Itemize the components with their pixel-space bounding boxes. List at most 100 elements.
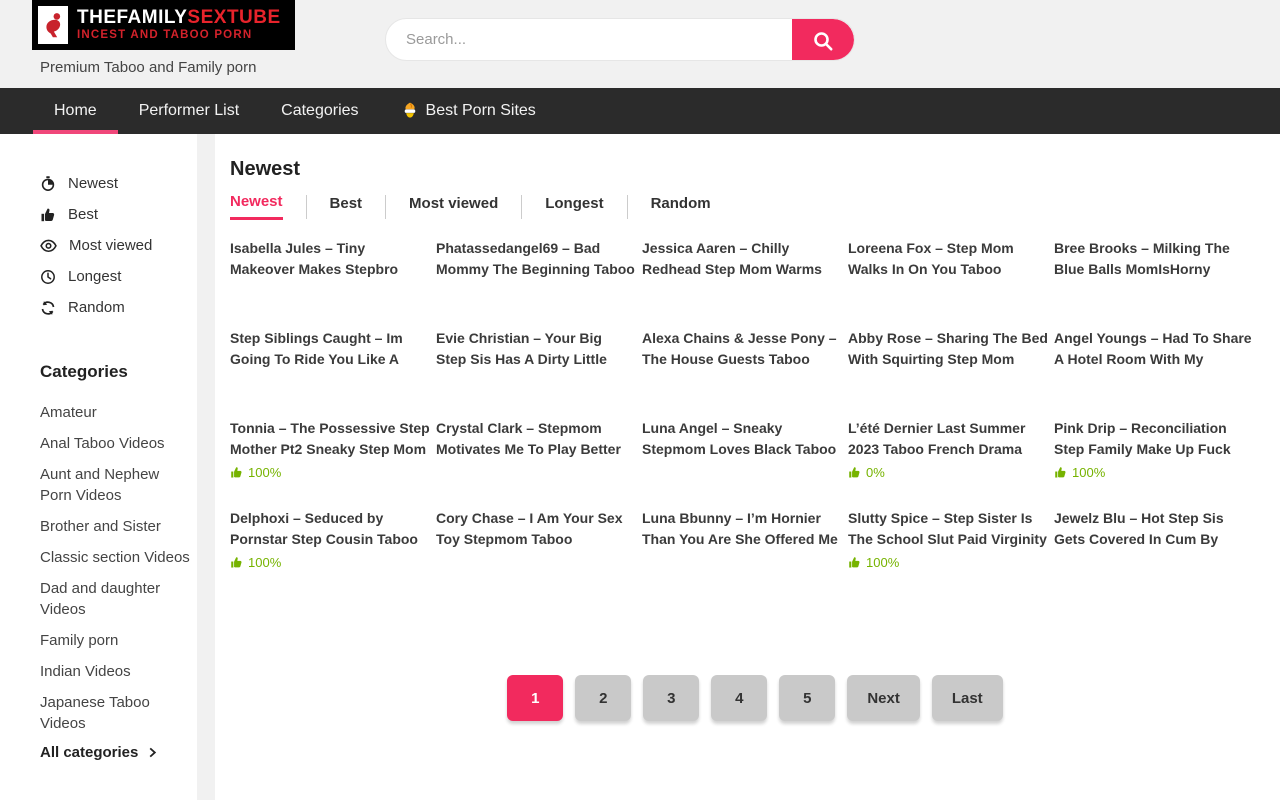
search-button[interactable]: [792, 19, 854, 60]
video-title-link[interactable]: Evie Christian – Your Big Step Sis Has A…: [436, 330, 607, 367]
logo-title: THEFAMILYSEXTUBE: [77, 7, 281, 29]
main-nav: Home Performer List Categories Best Porn Si…: [0, 88, 1280, 134]
video-title-link[interactable]: Angel Youngs – Had To Share A Hotel Room…: [1054, 330, 1252, 367]
video-title-link[interactable]: Luna Bbunny – I’m Hornier Than You Are S…: [642, 510, 838, 547]
video-title-link[interactable]: Slutty Spice – Step Sister Is The School…: [848, 510, 1047, 547]
tab-label: Most viewed: [409, 194, 499, 212]
search-icon: [811, 29, 835, 53]
page-button-4[interactable]: 4: [711, 675, 768, 721]
tab-label: Newest: [230, 193, 283, 220]
video-title-link[interactable]: Step Siblings Caught – Im Going To Ride …: [230, 330, 403, 367]
page-button-3[interactable]: 3: [643, 675, 700, 721]
video-title-link[interactable]: Luna Angel – Sneaky Stepmom Loves Black …: [642, 420, 837, 457]
video-title-link[interactable]: Tonnia – The Possessive Step Mother Pt2 …: [230, 420, 430, 457]
category-link-japanese-taboo-videos[interactable]: Japanese Taboo Videos: [40, 694, 150, 732]
video-title-link[interactable]: L’été Dernier Last Summer 2023 Taboo Fre…: [848, 420, 1026, 457]
category-item: Aunt and Nephew Porn Videos: [40, 464, 197, 506]
newest-icon: [40, 175, 56, 192]
sidebar-sort-link[interactable]: Best: [40, 199, 197, 230]
tab-random[interactable]: Random: [626, 194, 734, 219]
category-link-anal-taboo-videos[interactable]: Anal Taboo Videos: [40, 435, 165, 452]
category-item: Dad and daughter Videos: [40, 578, 197, 620]
nav-item-performer-list[interactable]: Performer List: [118, 88, 260, 134]
sidebar-sort-link[interactable]: Newest: [40, 168, 197, 199]
pagination: 1 2 3 4 5 Next Last: [507, 675, 1003, 721]
video-title-link[interactable]: Bree Brooks – Milking The Blue Balls Mom…: [1054, 240, 1230, 277]
video-title-link[interactable]: Delphoxi – Seduced by Pornstar Step Cous…: [230, 510, 418, 547]
video-title-link[interactable]: Alexa Chains & Jesse Pony – The House Gu…: [642, 330, 837, 367]
video-title-link[interactable]: Abby Rose – Sharing The Bed With Squirti…: [848, 330, 1048, 367]
sidebar-item-most-viewed[interactable]: Most viewed: [40, 230, 197, 261]
sidebar-sort-link[interactable]: Most viewed: [40, 230, 197, 261]
site-tagline: Premium Taboo and Family porn: [40, 59, 257, 76]
category-link-aunt-and-nephew-porn-videos[interactable]: Aunt and Nephew Porn Videos: [40, 466, 160, 504]
video-card: Cory Chase – I Am Your Sex Toy Stepmom T…: [436, 508, 636, 598]
tab-longest[interactable]: Longest: [521, 194, 626, 219]
logo-subtitle: INCEST AND TABOO PORN: [77, 29, 253, 42]
content-area: Newest Best Most viewed Longest Random Categ…: [0, 134, 1280, 800]
category-item: Japanese Taboo Videos: [40, 692, 197, 734]
category-link-family-porn[interactable]: Family porn: [40, 632, 119, 649]
site-logo[interactable]: THEFAMILYSEXTUBE INCEST AND TABOO PORN: [32, 0, 295, 50]
video-card: Slutty Spice – Step Sister Is The School…: [848, 508, 1048, 598]
video-title-link[interactable]: Jessica Aaren – Chilly Redhead Step Mom …: [642, 240, 822, 277]
category-link-amateur[interactable]: Amateur: [40, 404, 97, 421]
sidebar-item-newest[interactable]: Newest: [40, 168, 197, 199]
page-button-5[interactable]: 5: [779, 675, 836, 721]
rating-value: 100%: [248, 465, 282, 480]
sidebar-item-label: Newest: [68, 175, 119, 192]
video-card: Delphoxi – Seduced by Pornstar Step Cous…: [230, 508, 430, 598]
rating-value: 100%: [248, 555, 282, 570]
category-item: Anal Taboo Videos: [40, 433, 197, 454]
video-card: Abby Rose – Sharing The Bed With Squirti…: [848, 328, 1048, 418]
rating-value: 100%: [866, 555, 900, 570]
nav-item-label: Home: [54, 102, 97, 119]
video-title-link[interactable]: Crystal Clark – Stepmom Motivates Me To …: [436, 420, 621, 457]
tab-most-viewed[interactable]: Most viewed: [385, 194, 521, 219]
category-link-dad-and-daughter-videos[interactable]: Dad and daughter Videos: [40, 580, 161, 618]
video-card: Angel Youngs – Had To Share A Hotel Room…: [1054, 328, 1254, 418]
sidebar-sort-link[interactable]: Random: [40, 292, 197, 323]
sidebar-item-label: Longest: [68, 268, 122, 285]
page-title: Newest: [230, 158, 301, 180]
video-card: Pink Drip – Reconciliation Step Family M…: [1054, 418, 1254, 508]
logo-text: THEFAMILYSEXTUBE INCEST AND TABOO PORN: [77, 7, 281, 42]
nav-item-best-porn-sites[interactable]: Best Porn Sites: [380, 88, 557, 134]
search-input[interactable]: [386, 19, 792, 60]
video-title-link[interactable]: Phatassedangel69 – Bad Mommy The Beginni…: [436, 240, 635, 277]
next-page-button[interactable]: Next: [847, 675, 920, 721]
categories-heading: Categories: [40, 362, 128, 381]
search-bar: [385, 18, 855, 61]
sidebar-item-longest[interactable]: Longest: [40, 261, 197, 292]
category-item: Classic section Videos: [40, 547, 197, 568]
video-title-link[interactable]: Cory Chase – I Am Your Sex Toy Stepmom T…: [436, 510, 623, 547]
nav-item-label: Categories: [281, 102, 359, 119]
page-button-2[interactable]: 2: [575, 675, 632, 721]
category-link-classic-section-videos[interactable]: Classic section Videos: [40, 549, 190, 566]
tab-best[interactable]: Best: [305, 194, 386, 219]
thumb-up-icon: [1054, 466, 1067, 479]
thumb-up-icon: [848, 556, 861, 569]
sidebar-item-label: Most viewed: [69, 237, 153, 254]
nav-item-categories[interactable]: Categories: [260, 88, 379, 134]
category-link-indian-videos[interactable]: Indian Videos: [40, 663, 131, 680]
video-card: Jessica Aaren – Chilly Redhead Step Mom …: [642, 238, 842, 328]
video-rating: 100%: [1054, 465, 1254, 480]
video-title-link[interactable]: Isabella Jules – Tiny Makeover Makes Ste…: [230, 240, 399, 277]
category-link-brother-and-sister[interactable]: Brother and Sister: [40, 518, 161, 535]
nav-item-home[interactable]: Home: [33, 88, 118, 134]
sidebar-item-all-categories[interactable]: All categories: [40, 744, 197, 761]
sidebar-item-best[interactable]: Best: [40, 199, 197, 230]
sidebar-sort-link[interactable]: Longest: [40, 261, 197, 292]
sidebar-item-random[interactable]: Random: [40, 292, 197, 323]
video-title-link[interactable]: Jewelz Blu – Hot Step Sis Gets Covered I…: [1054, 510, 1224, 547]
sidebar: Newest Best Most viewed Longest Random Categ…: [0, 134, 197, 800]
video-card: Crystal Clark – Stepmom Motivates Me To …: [436, 418, 636, 508]
video-title-link[interactable]: Pink Drip – Reconciliation Step Family M…: [1054, 420, 1231, 457]
last-page-button[interactable]: Last: [931, 675, 1003, 721]
tab-newest[interactable]: Newest: [230, 193, 306, 220]
video-title-link[interactable]: Loreena Fox – Step Mom Walks In On You T…: [848, 240, 1014, 277]
video-card: Jewelz Blu – Hot Step Sis Gets Covered I…: [1054, 508, 1254, 598]
page-button-1[interactable]: 1: [507, 675, 564, 721]
video-card: L’été Dernier Last Summer 2023 Taboo Fre…: [848, 418, 1048, 508]
